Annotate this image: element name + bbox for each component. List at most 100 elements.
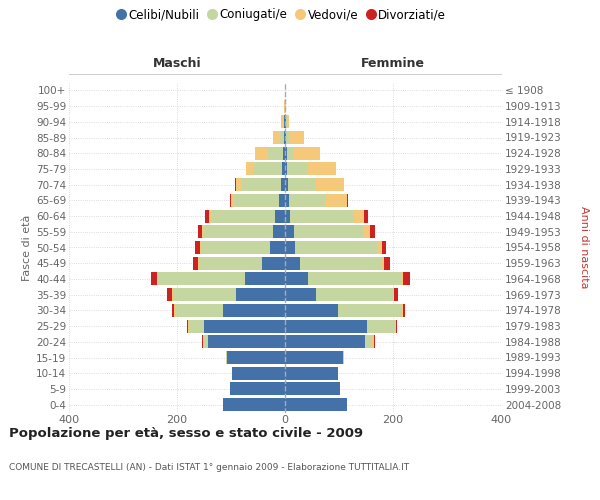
Bar [285,367,338,380]
Bar [382,257,385,270]
Bar [242,178,281,191]
Bar [308,162,336,175]
Bar [308,272,401,285]
Bar [193,257,197,270]
Bar [236,288,285,301]
Text: Popolazione per età, sesso e stato civile - 2009: Popolazione per età, sesso e stato civil… [9,428,363,440]
Bar [285,226,293,238]
Bar [197,257,199,270]
Bar [227,351,285,364]
Bar [236,178,242,191]
Bar [275,210,285,222]
Bar [231,194,234,207]
Bar [370,226,374,238]
Bar [205,210,209,222]
Bar [338,304,401,317]
Bar [245,272,285,285]
Bar [223,304,285,317]
Bar [286,116,287,128]
Bar [204,226,273,238]
Bar [187,320,188,332]
Text: COMUNE DI TRECASTELLI (AN) - Dati ISTAT 1° gennaio 2009 - Elaborazione TUTTITALI: COMUNE DI TRECASTELLI (AN) - Dati ISTAT … [9,462,409,471]
Bar [278,194,285,207]
Bar [270,241,285,254]
Bar [188,320,189,332]
Bar [235,178,236,191]
Bar [198,226,202,238]
Bar [272,131,280,144]
Bar [202,226,204,238]
Bar [285,210,290,222]
Bar [172,304,175,317]
Bar [283,162,285,175]
Bar [201,241,270,254]
Bar [285,147,287,160]
Bar [285,304,338,317]
Bar [290,210,354,222]
Bar [326,194,347,207]
Bar [285,336,365,348]
Bar [285,131,286,144]
Bar [365,336,373,348]
Bar [230,382,285,396]
Bar [367,320,395,332]
Bar [285,351,343,364]
Bar [287,116,289,128]
Bar [232,367,285,380]
Bar [283,116,284,128]
Bar [385,257,390,270]
Bar [287,162,308,175]
Bar [173,288,236,301]
Bar [204,336,208,348]
Text: Maschi: Maschi [152,57,202,70]
Bar [157,272,158,285]
Bar [377,241,382,254]
Legend: Celibi/Nubili, Coniugati/e, Vedovi/e, Divorziati/e: Celibi/Nubili, Coniugati/e, Vedovi/e, Di… [118,8,446,22]
Bar [293,226,363,238]
Bar [189,320,204,332]
Bar [285,382,340,396]
Bar [204,320,285,332]
Bar [285,194,289,207]
Bar [285,100,286,112]
Bar [316,178,344,191]
Bar [285,241,295,254]
Bar [212,210,275,222]
Bar [373,336,374,348]
Bar [199,257,262,270]
Bar [289,131,304,144]
Bar [234,194,278,207]
Bar [174,304,175,317]
Bar [158,272,245,285]
Bar [285,288,316,301]
Bar [208,336,285,348]
Bar [300,257,382,270]
Bar [363,226,370,238]
Bar [396,320,397,332]
Bar [403,272,410,285]
Bar [202,336,203,348]
Bar [285,178,288,191]
Bar [283,147,285,160]
Bar [285,257,300,270]
Bar [289,194,326,207]
Bar [285,320,367,332]
Bar [382,241,386,254]
Bar [286,131,289,144]
Bar [223,398,285,411]
Bar [287,147,294,160]
Bar [343,351,344,364]
Bar [175,304,223,317]
Bar [316,288,393,301]
Bar [285,162,287,175]
Bar [172,288,173,301]
Bar [354,210,364,222]
Bar [200,241,201,254]
Bar [364,210,368,222]
Bar [294,147,320,160]
Bar [285,398,347,411]
Bar [167,288,172,301]
Text: Femmine: Femmine [361,57,425,70]
Bar [281,178,285,191]
Bar [403,304,405,317]
